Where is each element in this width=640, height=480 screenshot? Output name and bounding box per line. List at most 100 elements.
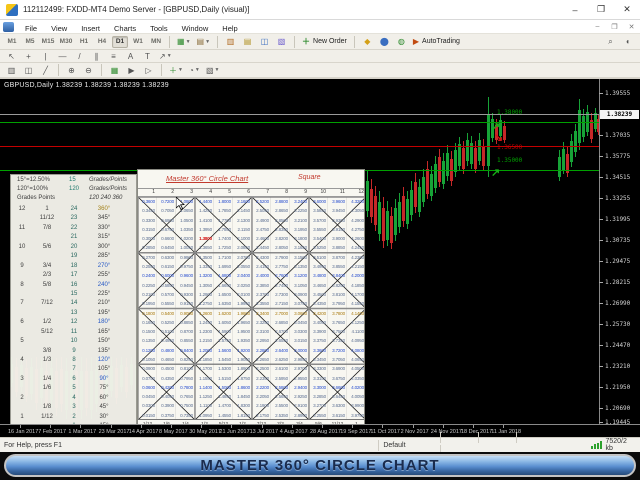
gann-cell: 3.4350: [309, 299, 328, 309]
templates-button[interactable]: ▧ ▼: [205, 65, 220, 75]
line-chart-mode[interactable]: ╱: [43, 65, 48, 75]
gann-cell: 3.6450: [328, 392, 347, 402]
status-bar: For Help, press F1 Default 7520/2 kb: [0, 432, 640, 456]
channel-tool[interactable]: ∥: [94, 51, 99, 61]
gann-cell: 0.1950: [138, 299, 157, 309]
gann-cell: 2.8800: [271, 197, 290, 207]
bar-chart-mode[interactable]: ▥: [7, 65, 16, 75]
connection-status: 7520/2 kb: [591, 438, 640, 452]
zoom-in-button[interactable]: ⊕: [68, 65, 75, 75]
menu-tools[interactable]: Tools: [150, 23, 168, 33]
search-icon[interactable]: ⌕: [608, 36, 613, 46]
navigator-icon[interactable]: ▤: [243, 37, 252, 46]
timeframe-m1-button[interactable]: M1: [7, 38, 17, 45]
market-watch-icon[interactable]: ▥: [226, 37, 235, 46]
new-order-button[interactable]: ＋ New Order: [300, 35, 349, 48]
price-tick: [599, 366, 603, 367]
horizontal-line-tool[interactable]: —: [58, 51, 67, 61]
gann-cell: 2.7000: [271, 308, 290, 318]
restore-button[interactable]: ❐: [596, 4, 606, 14]
pivot-line[interactable]: [0, 146, 599, 147]
minimize-button[interactable]: –: [572, 4, 578, 15]
new-chart-icon[interactable]: ▦ ▼: [177, 37, 191, 46]
timeframe-h1-button[interactable]: H1: [79, 38, 89, 45]
menu-file[interactable]: File: [25, 23, 38, 33]
chart-restore-button[interactable]: ❐: [611, 23, 618, 31]
gann-cell: 4.0950: [347, 336, 364, 345]
menu-charts[interactable]: Charts: [113, 23, 137, 33]
resistance-line-1[interactable]: [0, 122, 599, 123]
gann-cell: 0.5550: [157, 299, 176, 309]
sell-arrow-1[interactable]: ↘: [494, 132, 504, 144]
metaeditor-icon[interactable]: ⬤: [379, 37, 389, 46]
timeframe-m30-button[interactable]: M30: [59, 38, 73, 45]
tile-windows-button[interactable]: ▦: [110, 65, 119, 75]
auto-scroll-button[interactable]: ▶: [128, 65, 135, 75]
periods-button[interactable]: ◔ ▼: [189, 65, 200, 75]
menu-window[interactable]: Window: [181, 23, 209, 33]
timeframe-w1-button[interactable]: W1: [133, 38, 143, 45]
gann-cell: 0.0750: [138, 373, 157, 383]
gann-cell: 0.5700: [157, 289, 176, 300]
text-label-tool[interactable]: T: [145, 51, 150, 61]
timeframe-h4-button[interactable]: H4: [97, 38, 107, 45]
gann-cell: 3.9000: [328, 234, 347, 244]
gann-cell: 1.5900: [214, 327, 233, 337]
buy-arrow-2[interactable]: ↗: [491, 167, 501, 179]
arrows-tool[interactable]: ↗ ▼: [159, 51, 172, 61]
gann-panel-header-row: 15°=12.50% 15 Grades/Points: [17, 177, 128, 183]
candle: [478, 133, 481, 165]
gann-cell: 2.2350: [252, 373, 271, 383]
promo-banner: MASTER 360° CIRCLE CHART: [4, 454, 636, 477]
gann-degrees-panel[interactable]: 15°=12.50% 15 Grades/Points 120°=100% 120 Gra…: [10, 174, 137, 436]
trendline-tool[interactable]: /: [78, 51, 81, 61]
menu-help[interactable]: Help: [222, 23, 238, 33]
gann-cell: 1.8300: [233, 401, 252, 411]
expert-advisors-icon[interactable]: ◆: [364, 37, 371, 46]
candlestick-mode[interactable]: ◫: [24, 65, 33, 75]
crosshair-tool[interactable]: +: [26, 51, 31, 61]
gann-cell: 2.4150: [252, 262, 271, 272]
timeframe-mn-button[interactable]: MN: [150, 38, 162, 45]
strategy-tester-icon[interactable]: ▧: [277, 37, 286, 46]
chart-close-button[interactable]: ✕: [628, 23, 635, 31]
menu-view[interactable]: View: [51, 23, 68, 33]
gann-cell: 4.2000: [347, 271, 364, 280]
timeframe-m15-button[interactable]: M15: [41, 38, 55, 45]
gann-cell: 2.7900: [271, 252, 290, 263]
vertical-line-tool[interactable]: |: [44, 51, 47, 61]
candle: [562, 142, 565, 174]
indicators-button[interactable]: ＋ ▼: [169, 65, 183, 75]
fibonacci-tool[interactable]: ≡: [111, 51, 116, 61]
price-tick: [599, 324, 603, 325]
autotrading-button[interactable]: ▶ AutoTrading: [411, 35, 462, 48]
menu-insert[interactable]: Insert: [81, 23, 100, 33]
gann-cell: 1.3200: [195, 271, 214, 281]
gann-cell: 1.8750: [233, 373, 252, 383]
gann-cell: 3.1650: [290, 243, 309, 253]
candle: [503, 121, 506, 143]
gann-cell: 2.3100: [252, 327, 271, 337]
toolbar-separator: [353, 35, 355, 48]
price-tick-label: 1.34515: [605, 174, 631, 181]
data-window-icon[interactable]: ◫: [260, 37, 269, 46]
timeframe-m5-button[interactable]: M5: [25, 38, 35, 45]
text-tool[interactable]: A: [127, 51, 134, 61]
gann-cell: 1.6050: [214, 317, 233, 328]
market-icon[interactable]: ◍: [397, 37, 405, 46]
close-button[interactable]: ✕: [623, 4, 631, 14]
community-icon[interactable]: ◖: [625, 37, 630, 46]
price-tick: [599, 422, 603, 423]
chart-area[interactable]: GBPUSD,Daily 1.38239 1.38239 1.38239 1.3…: [0, 78, 640, 439]
buy-arrow-1[interactable]: ↗: [491, 121, 501, 133]
gann-cell: 2.0250: [233, 280, 252, 290]
chart-minimize-button[interactable]: –: [595, 23, 600, 30]
cursor-tool[interactable]: ↖: [8, 51, 15, 61]
timeframe-d1-button[interactable]: D1: [112, 35, 128, 48]
status-profile[interactable]: Default: [378, 439, 440, 451]
profiles-icon[interactable]: ▤ ▼: [196, 37, 211, 46]
gann-cell: 2.6850: [271, 317, 290, 328]
chart-shift-button[interactable]: ▷: [145, 65, 152, 75]
zoom-out-button[interactable]: ⊖: [85, 65, 92, 75]
